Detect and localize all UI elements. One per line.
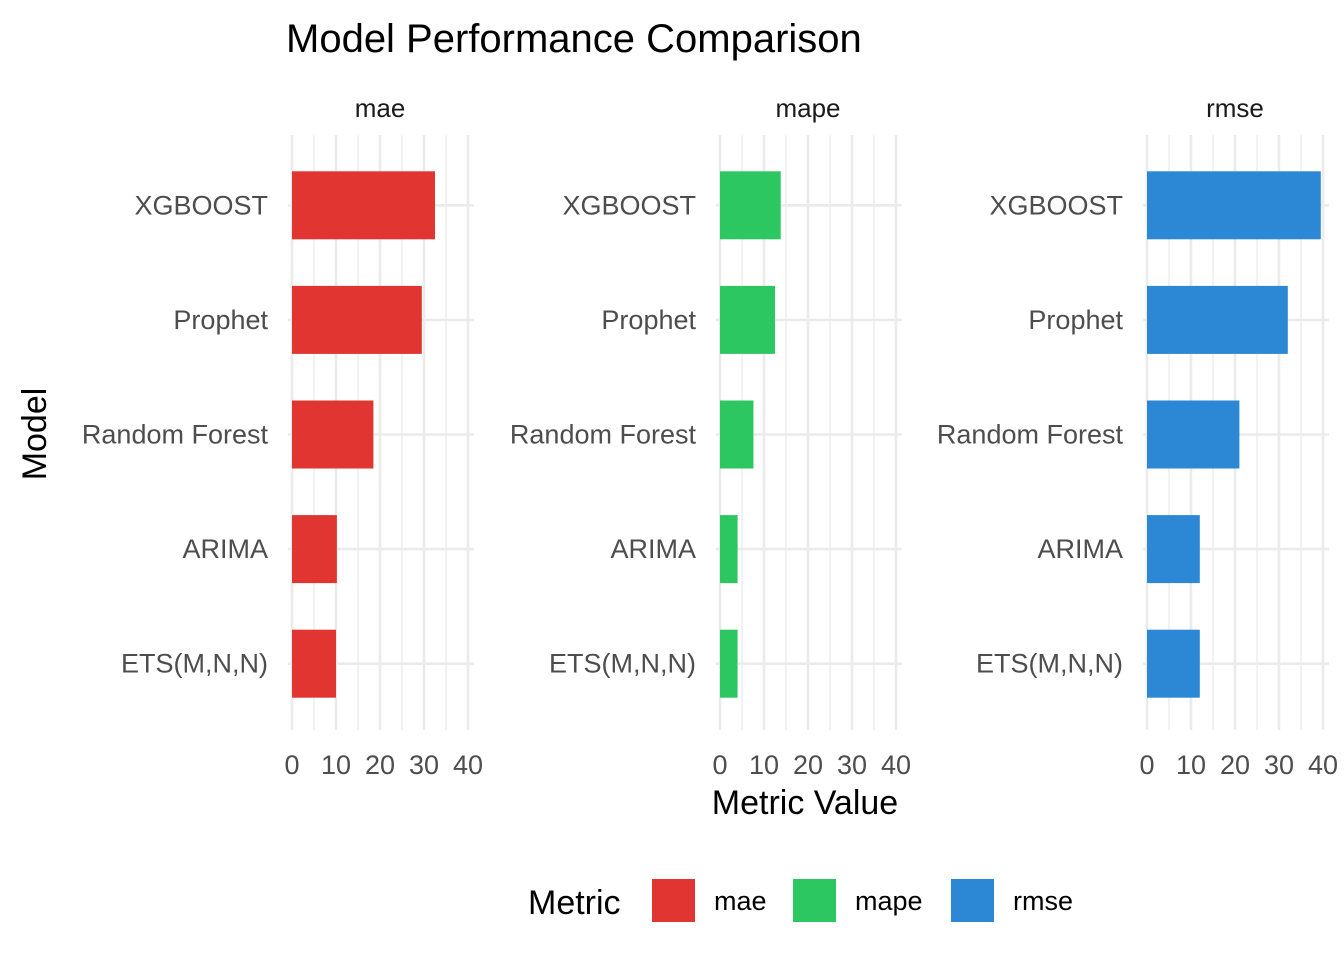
x-tick-label: 0 [284,750,299,780]
legend-key-mape [793,879,836,922]
x-tick-label: 30 [837,750,867,780]
y-tick-label: ETS(M,N,N) [121,649,268,679]
x-tick-label: 40 [881,750,911,780]
bar-rmse-2 [1147,400,1240,469]
bar-rmse-4 [1147,629,1200,698]
x-tick-label: 10 [1176,750,1206,780]
y-tick-label: Random Forest [510,420,697,450]
y-tick-label: Prophet [173,305,268,335]
y-tick-label: XGBOOST [989,190,1123,220]
facet-panel-mape: mape XGBOOST Prophet Random Forest ARIMA ETS(… [510,93,911,780]
facet-label-mae: mae [355,93,406,123]
y-tick-label: Prophet [1028,305,1123,335]
y-tick-label: ARIMA [182,534,268,564]
x-tick-label: 40 [453,750,483,780]
legend-label-mape: mape [855,886,923,916]
facet-panel-rmse: rmse XGBOOST Prophet Random Forest ARIMA ETS(… [937,93,1338,780]
x-axis-title: Metric Value [712,784,898,822]
x-tick-label: 10 [321,750,351,780]
bar-mape-1 [720,285,775,354]
y-tick-label: Prophet [601,305,696,335]
bar-mae-0 [292,171,435,240]
x-tick-label: 10 [749,750,779,780]
legend: Metric mae mape rmse [528,879,1073,922]
bar-rmse-0 [1147,171,1321,240]
y-tick-label: Random Forest [82,420,269,450]
y-axis-title: Model [16,388,54,481]
y-tick-label: ETS(M,N,N) [976,649,1123,679]
x-tick-label: 20 [793,750,823,780]
x-tick-label: 40 [1308,750,1338,780]
bar-mape-0 [720,171,781,240]
bar-mae-4 [292,629,336,698]
y-tick-label: ARIMA [610,534,696,564]
legend-label-mae: mae [714,886,767,916]
x-tick-label: 30 [1264,750,1294,780]
legend-title: Metric [528,884,621,922]
bar-rmse-3 [1147,515,1200,584]
facet-label-mape: mape [775,93,840,123]
bar-mape-3 [720,515,738,584]
bar-mae-2 [292,400,374,469]
x-tick-label: 20 [365,750,395,780]
legend-key-mae [652,879,695,922]
bar-mape-4 [720,629,738,698]
bar-rmse-1 [1147,285,1288,354]
x-tick-label: 20 [1220,750,1250,780]
legend-key-rmse [951,879,994,922]
bar-mae-3 [292,515,337,584]
bar-mape-2 [720,400,754,469]
y-tick-label: XGBOOST [134,190,268,220]
x-tick-label: 30 [409,750,439,780]
x-tick-label: 0 [712,750,727,780]
legend-label-rmse: rmse [1013,886,1073,916]
chart-title: Model Performance Comparison [286,17,862,61]
facet-label-rmse: rmse [1206,93,1264,123]
facet-panels: mae XGBOOST Prophet Random Forest ARIMA ETS(M… [82,93,1338,780]
y-tick-label: ARIMA [1037,534,1123,564]
facet-panel-mae: mae XGBOOST Prophet Random Forest ARIMA ETS(M… [82,93,483,780]
y-tick-label: ETS(M,N,N) [549,649,696,679]
x-tick-label: 0 [1139,750,1154,780]
y-tick-label: Random Forest [937,420,1124,450]
y-tick-label: XGBOOST [562,190,696,220]
bar-mae-1 [292,285,422,354]
